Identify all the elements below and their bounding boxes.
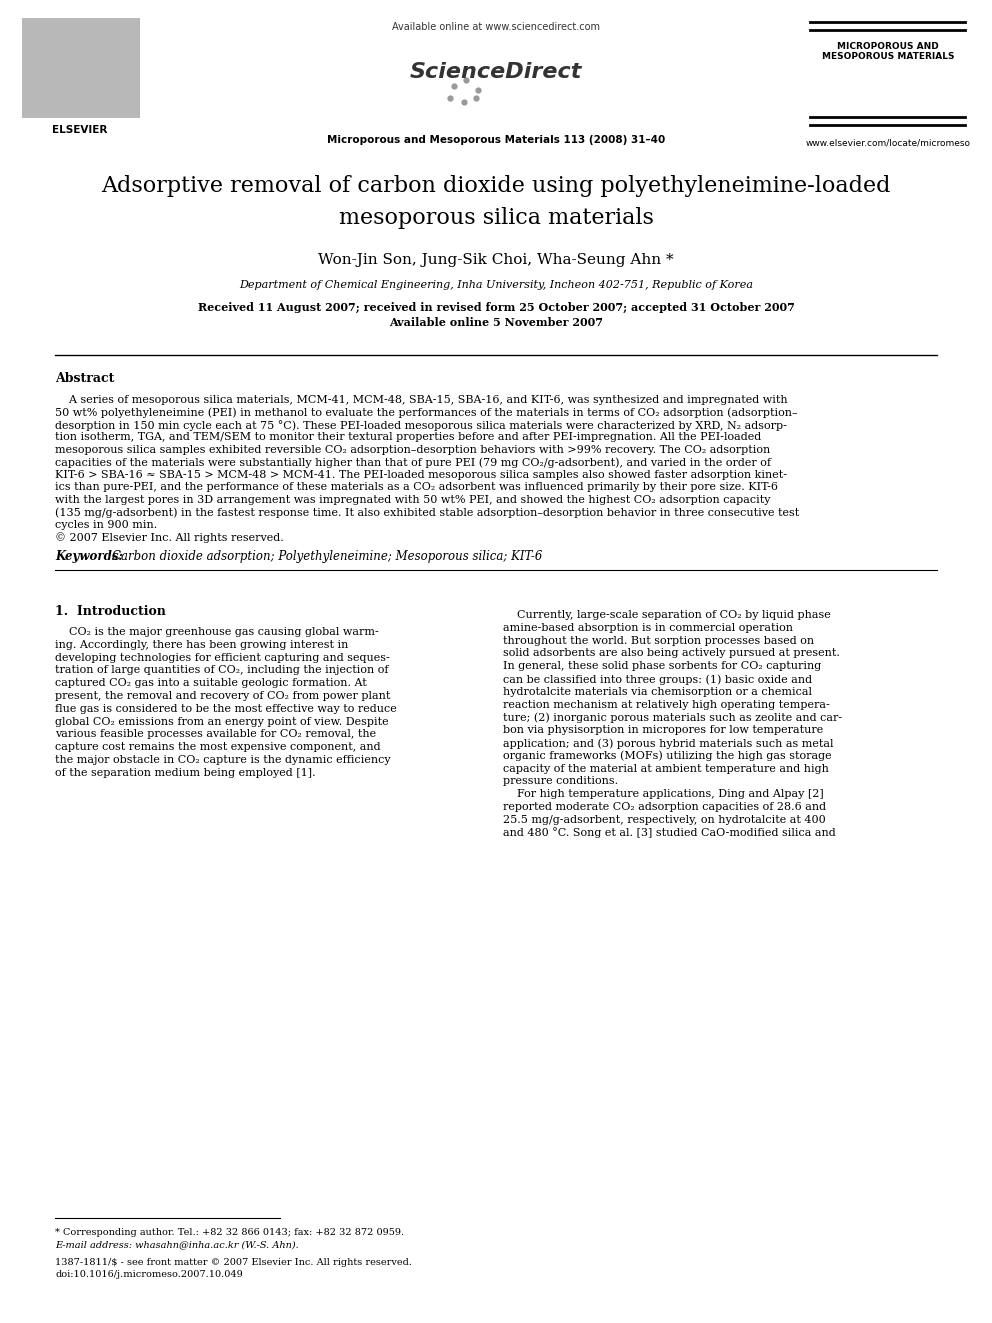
Text: can be classified into three groups: (1) basic oxide and: can be classified into three groups: (1)… xyxy=(503,673,812,684)
Text: Received 11 August 2007; received in revised form 25 October 2007; accepted 31 O: Received 11 August 2007; received in rev… xyxy=(197,302,795,314)
Text: capacities of the materials were substantially higher than that of pure PEI (79 : capacities of the materials were substan… xyxy=(55,458,771,468)
Text: For high temperature applications, Ding and Alpay [2]: For high temperature applications, Ding … xyxy=(503,790,823,799)
Text: Currently, large-scale separation of CO₂ by liquid phase: Currently, large-scale separation of CO₂… xyxy=(503,610,830,620)
Text: Available online 5 November 2007: Available online 5 November 2007 xyxy=(389,318,603,328)
Text: captured CO₂ gas into a suitable geologic formation. At: captured CO₂ gas into a suitable geologi… xyxy=(55,679,367,688)
Text: with the largest pores in 3D arrangement was impregnated with 50 wt% PEI, and sh: with the largest pores in 3D arrangement… xyxy=(55,495,771,505)
Text: pressure conditions.: pressure conditions. xyxy=(503,777,618,786)
Text: Won-Jin Son, Jung-Sik Choi, Wha-Seung Ahn *: Won-Jin Son, Jung-Sik Choi, Wha-Seung Ah… xyxy=(318,253,674,267)
Text: developing technologies for efficient capturing and seques-: developing technologies for efficient ca… xyxy=(55,652,390,663)
Text: 50 wt% polyethyleneimine (PEI) in methanol to evaluate the performances of the m: 50 wt% polyethyleneimine (PEI) in methan… xyxy=(55,407,798,418)
Text: ELSEVIER: ELSEVIER xyxy=(53,124,108,135)
Text: 1.  Introduction: 1. Introduction xyxy=(55,605,166,618)
Text: E-mail address: whasahn@inha.ac.kr (W.-S. Ahn).: E-mail address: whasahn@inha.ac.kr (W.-S… xyxy=(55,1240,299,1249)
Text: ics than pure-PEI, and the performance of these materials as a CO₂ adsorbent was: ics than pure-PEI, and the performance o… xyxy=(55,483,778,492)
Text: tion isotherm, TGA, and TEM/SEM to monitor their textural properties before and : tion isotherm, TGA, and TEM/SEM to monit… xyxy=(55,433,761,442)
Text: In general, these solid phase sorbents for CO₂ capturing: In general, these solid phase sorbents f… xyxy=(503,662,821,671)
Text: reaction mechanism at relatively high operating tempera-: reaction mechanism at relatively high op… xyxy=(503,700,829,709)
Text: * Corresponding author. Tel.: +82 32 866 0143; fax: +82 32 872 0959.: * Corresponding author. Tel.: +82 32 866… xyxy=(55,1228,404,1237)
Text: Carbon dioxide adsorption; Polyethyleneimine; Mesoporous silica; KIT-6: Carbon dioxide adsorption; Polyethylenei… xyxy=(112,550,543,564)
Text: the major obstacle in CO₂ capture is the dynamic efficiency: the major obstacle in CO₂ capture is the… xyxy=(55,755,391,765)
Text: A series of mesoporous silica materials, MCM-41, MCM-48, SBA-15, SBA-16, and KIT: A series of mesoporous silica materials,… xyxy=(55,396,788,405)
Text: Available online at www.sciencedirect.com: Available online at www.sciencedirect.co… xyxy=(392,22,600,32)
Text: © 2007 Elsevier Inc. All rights reserved.: © 2007 Elsevier Inc. All rights reserved… xyxy=(55,532,284,544)
Text: KIT-6 > SBA-16 ≈ SBA-15 > MCM-48 > MCM-41. The PEI-loaded mesoporous silica samp: KIT-6 > SBA-16 ≈ SBA-15 > MCM-48 > MCM-4… xyxy=(55,470,787,480)
Text: mesoporous silica materials: mesoporous silica materials xyxy=(338,206,654,229)
Text: capacity of the material at ambient temperature and high: capacity of the material at ambient temp… xyxy=(503,763,829,774)
Text: reported moderate CO₂ adsorption capacities of 28.6 and: reported moderate CO₂ adsorption capacit… xyxy=(503,802,826,812)
Text: throughout the world. But sorption processes based on: throughout the world. But sorption proce… xyxy=(503,635,814,646)
Text: capture cost remains the most expensive component, and: capture cost remains the most expensive … xyxy=(55,742,381,753)
Text: mesoporous silica samples exhibited reversible CO₂ adsorption–desorption behavio: mesoporous silica samples exhibited reve… xyxy=(55,445,770,455)
Text: MESOPOROUS MATERIALS: MESOPOROUS MATERIALS xyxy=(821,52,954,61)
Text: bon via physisorption in micropores for low temperature: bon via physisorption in micropores for … xyxy=(503,725,823,736)
Text: application; and (3) porous hybrid materials such as metal: application; and (3) porous hybrid mater… xyxy=(503,738,833,749)
Text: ScienceDirect: ScienceDirect xyxy=(410,62,582,82)
Bar xyxy=(22,19,140,118)
Text: of the separation medium being employed [1].: of the separation medium being employed … xyxy=(55,767,315,778)
Text: doi:10.1016/j.micromeso.2007.10.049: doi:10.1016/j.micromeso.2007.10.049 xyxy=(55,1270,243,1279)
Text: 25.5 mg/g-adsorbent, respectively, on hydrotalcite at 400: 25.5 mg/g-adsorbent, respectively, on hy… xyxy=(503,815,825,824)
Text: hydrotalcite materials via chemisorption or a chemical: hydrotalcite materials via chemisorption… xyxy=(503,687,812,697)
Text: tration of large quantities of CO₂, including the injection of: tration of large quantities of CO₂, incl… xyxy=(55,665,389,676)
Text: (135 mg/g-adsorbent) in the fastest response time. It also exhibited stable adso: (135 mg/g-adsorbent) in the fastest resp… xyxy=(55,508,800,519)
Text: solid adsorbents are also being actively pursued at present.: solid adsorbents are also being actively… xyxy=(503,648,840,659)
Text: Keywords:: Keywords: xyxy=(55,550,131,564)
Text: ing. Accordingly, there has been growing interest in: ing. Accordingly, there has been growing… xyxy=(55,640,348,650)
Text: organic frameworks (MOFs) utilizing the high gas storage: organic frameworks (MOFs) utilizing the … xyxy=(503,750,831,761)
Text: Adsorptive removal of carbon dioxide using polyethyleneimine-loaded: Adsorptive removal of carbon dioxide usi… xyxy=(101,175,891,197)
Text: Department of Chemical Engineering, Inha University, Incheon 402-751, Republic o: Department of Chemical Engineering, Inha… xyxy=(239,280,753,290)
Text: global CO₂ emissions from an energy point of view. Despite: global CO₂ emissions from an energy poin… xyxy=(55,717,389,726)
Text: cycles in 900 min.: cycles in 900 min. xyxy=(55,520,158,531)
Text: various feasible processes available for CO₂ removal, the: various feasible processes available for… xyxy=(55,729,376,740)
Text: amine-based absorption is in commercial operation: amine-based absorption is in commercial … xyxy=(503,623,793,632)
Text: MICROPOROUS AND: MICROPOROUS AND xyxy=(837,42,938,52)
Text: ture; (2) inorganic porous materials such as zeolite and car-: ture; (2) inorganic porous materials suc… xyxy=(503,712,842,722)
Text: flue gas is considered to be the most effective way to reduce: flue gas is considered to be the most ef… xyxy=(55,704,397,714)
Text: CO₂ is the major greenhouse gas causing global warm-: CO₂ is the major greenhouse gas causing … xyxy=(55,627,379,636)
Text: Microporous and Mesoporous Materials 113 (2008) 31–40: Microporous and Mesoporous Materials 113… xyxy=(327,135,665,146)
Text: present, the removal and recovery of CO₂ from power plant: present, the removal and recovery of CO₂… xyxy=(55,691,391,701)
Text: Abstract: Abstract xyxy=(55,372,114,385)
Text: desorption in 150 min cycle each at 75 °C). These PEI-loaded mesoporous silica m: desorption in 150 min cycle each at 75 °… xyxy=(55,419,787,431)
Text: www.elsevier.com/locate/micromeso: www.elsevier.com/locate/micromeso xyxy=(806,138,970,147)
Text: and 480 °C. Song et al. [3] studied CaO-modified silica and: and 480 °C. Song et al. [3] studied CaO-… xyxy=(503,828,835,839)
Text: 1387-1811/$ - see front matter © 2007 Elsevier Inc. All rights reserved.: 1387-1811/$ - see front matter © 2007 El… xyxy=(55,1258,412,1267)
